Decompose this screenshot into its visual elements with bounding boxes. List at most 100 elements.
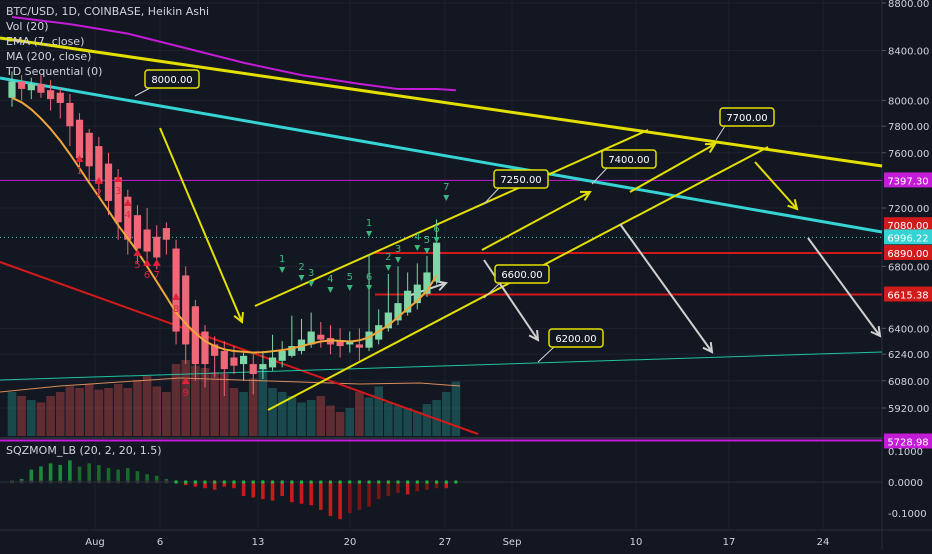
volume-bar [152, 386, 162, 436]
candle-body [18, 81, 26, 89]
time-tick-label: Sep [503, 537, 522, 548]
momentum-bar [126, 468, 130, 482]
td-buy-triangle [385, 265, 392, 271]
candle-body [413, 284, 421, 304]
candle-body [365, 331, 373, 348]
target-leader-line [483, 187, 500, 205]
squeeze-dot [415, 480, 419, 484]
volume-bar [84, 384, 94, 436]
squeeze-dot [203, 480, 207, 484]
time-tick-label: 24 [817, 537, 830, 548]
candle-body [75, 119, 84, 159]
td-buy-triangle [414, 245, 421, 251]
price-tick-label: 7800.00 [888, 122, 929, 133]
td-sell-count: 4 [125, 210, 131, 221]
candle-body [37, 83, 45, 93]
squeeze-dot [193, 480, 197, 484]
arrow-down-white-2-head [702, 341, 714, 354]
squeeze-dot [20, 480, 24, 484]
squeeze-dot [116, 480, 120, 484]
channel-upper-line [254, 129, 649, 307]
volume-bar [220, 373, 229, 436]
legend-ema: EMA (7, close) [6, 35, 85, 48]
candle-body [278, 350, 286, 361]
volume-bar [7, 392, 17, 436]
momentum-bar [164, 478, 169, 482]
momentum-bar [280, 482, 284, 496]
td-sell-triangle [143, 259, 152, 266]
candle-body [384, 312, 392, 329]
time-tick-label: 27 [439, 537, 452, 548]
volume-bar [162, 392, 171, 436]
squeeze-dot [425, 480, 429, 484]
squeeze-dot [39, 480, 43, 484]
volume-bar [94, 389, 104, 436]
price-tick-label: 5920.00 [888, 404, 929, 415]
momentum-bar [116, 469, 120, 482]
candle-body [47, 90, 55, 100]
candle-body [230, 357, 238, 366]
squeeze-dot [386, 480, 390, 484]
squeeze-dot [290, 480, 294, 484]
price-label-text: 6890.00 [887, 249, 928, 260]
momentum-bar [319, 482, 323, 510]
td-buy-triangle [423, 248, 430, 254]
td-sell-triangle [75, 155, 84, 162]
momentum-bar [154, 475, 159, 482]
td-sell-triangle [94, 177, 103, 184]
td-sell-triangle [133, 249, 142, 256]
volume-bar [123, 388, 133, 436]
candle-body [172, 248, 180, 332]
td-buy-triangle [308, 281, 315, 287]
price-label-badge [884, 172, 932, 188]
candle-body [249, 364, 257, 375]
td-buy-count: 3 [395, 244, 401, 255]
teal-trendline [0, 351, 883, 381]
squeeze-dot [367, 480, 371, 484]
target-label-text: 7700.00 [726, 113, 767, 124]
momentum-bar [58, 464, 63, 482]
candle-body [56, 92, 64, 103]
candle-body [8, 81, 16, 98]
arrow-down-white-3 [807, 237, 881, 337]
price-label-badge [884, 229, 932, 245]
td-buy-count: 6 [366, 272, 372, 283]
volume-bar [355, 392, 364, 436]
candle-body [153, 236, 161, 258]
momentum-bar [39, 466, 43, 482]
candle-body [288, 346, 296, 356]
volume-bar [210, 372, 219, 436]
time-tick-label: 6 [157, 537, 163, 548]
volume-bar [104, 388, 113, 436]
momentum-legend: SQZMOM_LB (20, 2, 20, 1.5) [6, 444, 162, 457]
volume-bar [46, 396, 55, 436]
td-sell-triangle [181, 377, 190, 384]
td-sell-triangle [123, 199, 132, 206]
volume-bar [413, 412, 422, 436]
volume-bar [171, 364, 181, 436]
volume-bar [384, 402, 393, 436]
volume-bar [422, 404, 432, 436]
volume-bar [326, 405, 335, 436]
volume-bar [113, 384, 123, 436]
td-sell-count: 5 [134, 260, 140, 271]
candle-body [191, 306, 199, 365]
target-label-box [494, 264, 550, 284]
price-label-badge [884, 286, 932, 302]
squeeze-dot [328, 480, 332, 484]
squeeze-dot [145, 480, 149, 484]
volume-bar [200, 368, 210, 436]
candle-body [307, 331, 315, 345]
time-tick-label: 20 [344, 537, 357, 548]
arrow-down-yellow-2 [754, 161, 798, 210]
volume-bar [441, 392, 451, 436]
price-label-badge [884, 217, 932, 233]
momentum-bar [357, 482, 362, 510]
td-sell-count: 6 [144, 270, 150, 281]
momentum-bar [145, 474, 149, 482]
momentum-bar [309, 482, 313, 506]
momentum-bar [415, 482, 420, 492]
volume-bar [65, 386, 75, 436]
time-tick-label: Aug [85, 537, 105, 548]
